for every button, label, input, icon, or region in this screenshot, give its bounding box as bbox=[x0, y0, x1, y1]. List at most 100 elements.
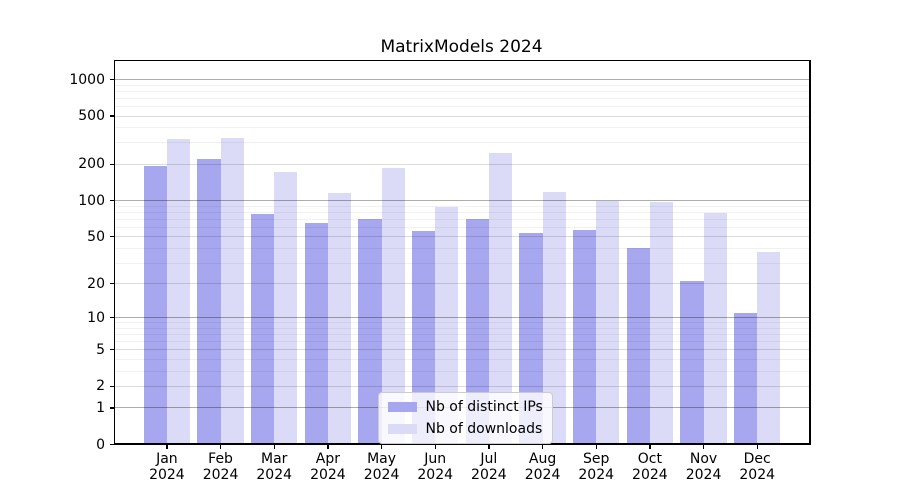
x-tick-year: 2024 bbox=[417, 466, 454, 483]
x-tick-month: Apr bbox=[315, 451, 340, 467]
y-tick-label-50: 50 bbox=[87, 228, 105, 245]
x-tick-month: Oct bbox=[637, 451, 662, 467]
x-tick-year: 2024 bbox=[310, 466, 346, 483]
bar-distinct-ips-jul bbox=[465, 219, 489, 445]
x-tick-month: Jan bbox=[156, 451, 178, 467]
x-tick-month: Feb bbox=[208, 451, 233, 467]
y-tick-label-500: 500 bbox=[78, 108, 105, 125]
legend-swatch-distinct-ips-icon bbox=[387, 402, 417, 412]
x-tick-month: Jul bbox=[480, 451, 498, 467]
y-tick-label-20: 20 bbox=[87, 275, 105, 292]
y-tickmark-500 bbox=[109, 115, 114, 117]
x-tickmark-feb bbox=[219, 444, 222, 449]
bar-distinct-ips-jun bbox=[412, 230, 436, 445]
bars-layer bbox=[114, 60, 811, 445]
bar-downloads-may bbox=[381, 168, 405, 445]
bar-downloads-mar bbox=[274, 171, 298, 445]
plot-area: Nb of distinct IPs Nb of downloads bbox=[113, 60, 811, 445]
bar-distinct-ips-feb bbox=[197, 159, 221, 445]
chart-title: MatrixModels 2024 bbox=[380, 37, 543, 57]
y-tick-label-1: 1 bbox=[96, 399, 105, 416]
bar-distinct-ips-jan bbox=[143, 166, 167, 445]
x-tick-year: 2024 bbox=[524, 466, 561, 483]
bar-downloads-jun bbox=[435, 206, 459, 445]
y-tickmark-5 bbox=[109, 349, 114, 351]
x-tick-label-jan: Jan 2024 bbox=[135, 451, 199, 483]
bar-distinct-ips-oct bbox=[626, 248, 650, 445]
x-tickmark-jun bbox=[434, 444, 436, 449]
y-tickmark-1000 bbox=[109, 78, 114, 81]
x-tick-label-feb: Feb 2024 bbox=[189, 451, 253, 483]
bar-downloads-aug bbox=[542, 192, 566, 445]
y-tick-label-10: 10 bbox=[87, 309, 105, 326]
x-tick-label-oct: Oct 2024 bbox=[618, 451, 682, 483]
x-tick-month: May bbox=[367, 451, 397, 467]
x-tick-label-mar: Mar 2024 bbox=[242, 451, 306, 483]
bar-downloads-jan bbox=[166, 139, 191, 445]
x-tickmark-sep bbox=[595, 444, 597, 449]
x-tick-label-apr: Apr 2024 bbox=[296, 451, 360, 483]
x-tick-label-dec: Dec 2024 bbox=[725, 451, 789, 483]
axis-spine-top bbox=[113, 60, 811, 62]
x-tick-label-sep: Sep 2024 bbox=[564, 451, 628, 483]
y-tick-label-0: 0 bbox=[96, 436, 105, 453]
y-tickmark-20 bbox=[109, 283, 114, 285]
y-tickmark-10 bbox=[109, 317, 114, 319]
bar-downloads-jul bbox=[488, 152, 513, 445]
x-tick-month: Mar bbox=[261, 451, 288, 467]
x-tickmark-nov bbox=[702, 444, 705, 449]
bar-distinct-ips-sep bbox=[573, 229, 597, 445]
legend-item-downloads: Nb of downloads bbox=[387, 421, 543, 437]
bar-distinct-ips-apr bbox=[304, 223, 328, 445]
y-tickmark-1 bbox=[109, 407, 114, 409]
legend-label-distinct-ips: Nb of distinct IPs bbox=[425, 399, 543, 415]
bar-distinct-ips-nov bbox=[680, 281, 704, 445]
bar-downloads-nov bbox=[703, 213, 727, 445]
x-tickmark-apr bbox=[327, 444, 329, 449]
bar-distinct-ips-may bbox=[358, 219, 382, 445]
x-tickmark-mar bbox=[273, 444, 275, 449]
x-tickmark-oct bbox=[649, 444, 651, 449]
bar-downloads-feb bbox=[220, 137, 244, 445]
x-tickmark-may bbox=[380, 444, 383, 449]
legend-label-downloads: Nb of downloads bbox=[425, 421, 543, 437]
x-tick-year: 2024 bbox=[632, 466, 668, 483]
y-tickmark-100 bbox=[109, 200, 114, 202]
axis-spine-right bbox=[809, 60, 811, 445]
y-tick-label-2: 2 bbox=[96, 378, 105, 395]
x-tick-year: 2024 bbox=[739, 466, 776, 483]
x-tick-label-jul: Jul 2024 bbox=[457, 451, 521, 483]
x-tickmark-aug bbox=[541, 444, 544, 449]
bar-downloads-apr bbox=[327, 192, 352, 445]
x-tick-month: Dec bbox=[743, 451, 771, 467]
y-tick-label-1000: 1000 bbox=[69, 71, 105, 88]
y-tickmark-50 bbox=[109, 236, 114, 238]
x-tick-year: 2024 bbox=[363, 466, 400, 483]
x-tick-month: Sep bbox=[583, 451, 610, 467]
x-tick-year: 2024 bbox=[256, 466, 293, 483]
bar-distinct-ips-mar bbox=[251, 214, 275, 445]
x-tick-year: 2024 bbox=[471, 466, 507, 483]
x-tick-label-aug: Aug 2024 bbox=[511, 451, 575, 483]
axis-spine-left bbox=[113, 60, 115, 445]
bar-downloads-sep bbox=[596, 200, 620, 445]
x-tick-month: Nov bbox=[689, 451, 718, 467]
x-tickmark-jan bbox=[166, 444, 168, 449]
x-tick-year: 2024 bbox=[578, 466, 615, 483]
y-tickmark-2 bbox=[109, 385, 114, 388]
bar-downloads-dec bbox=[757, 252, 781, 445]
x-tick-label-may: May 2024 bbox=[350, 451, 414, 483]
x-tick-label-jun: Jun 2024 bbox=[403, 451, 467, 483]
bar-distinct-ips-aug bbox=[519, 232, 543, 445]
y-tick-label-200: 200 bbox=[78, 156, 105, 173]
y-tickmark-0 bbox=[109, 443, 114, 446]
legend: Nb of distinct IPs Nb of downloads bbox=[377, 392, 553, 444]
y-tick-label-5: 5 bbox=[96, 341, 105, 358]
y-tickmark-200 bbox=[109, 163, 114, 165]
bar-downloads-oct bbox=[649, 201, 674, 445]
bar-distinct-ips-dec bbox=[734, 313, 758, 445]
x-tickmark-dec bbox=[756, 444, 758, 449]
x-tick-label-nov: Nov 2024 bbox=[672, 451, 736, 483]
x-tick-year: 2024 bbox=[149, 466, 185, 483]
